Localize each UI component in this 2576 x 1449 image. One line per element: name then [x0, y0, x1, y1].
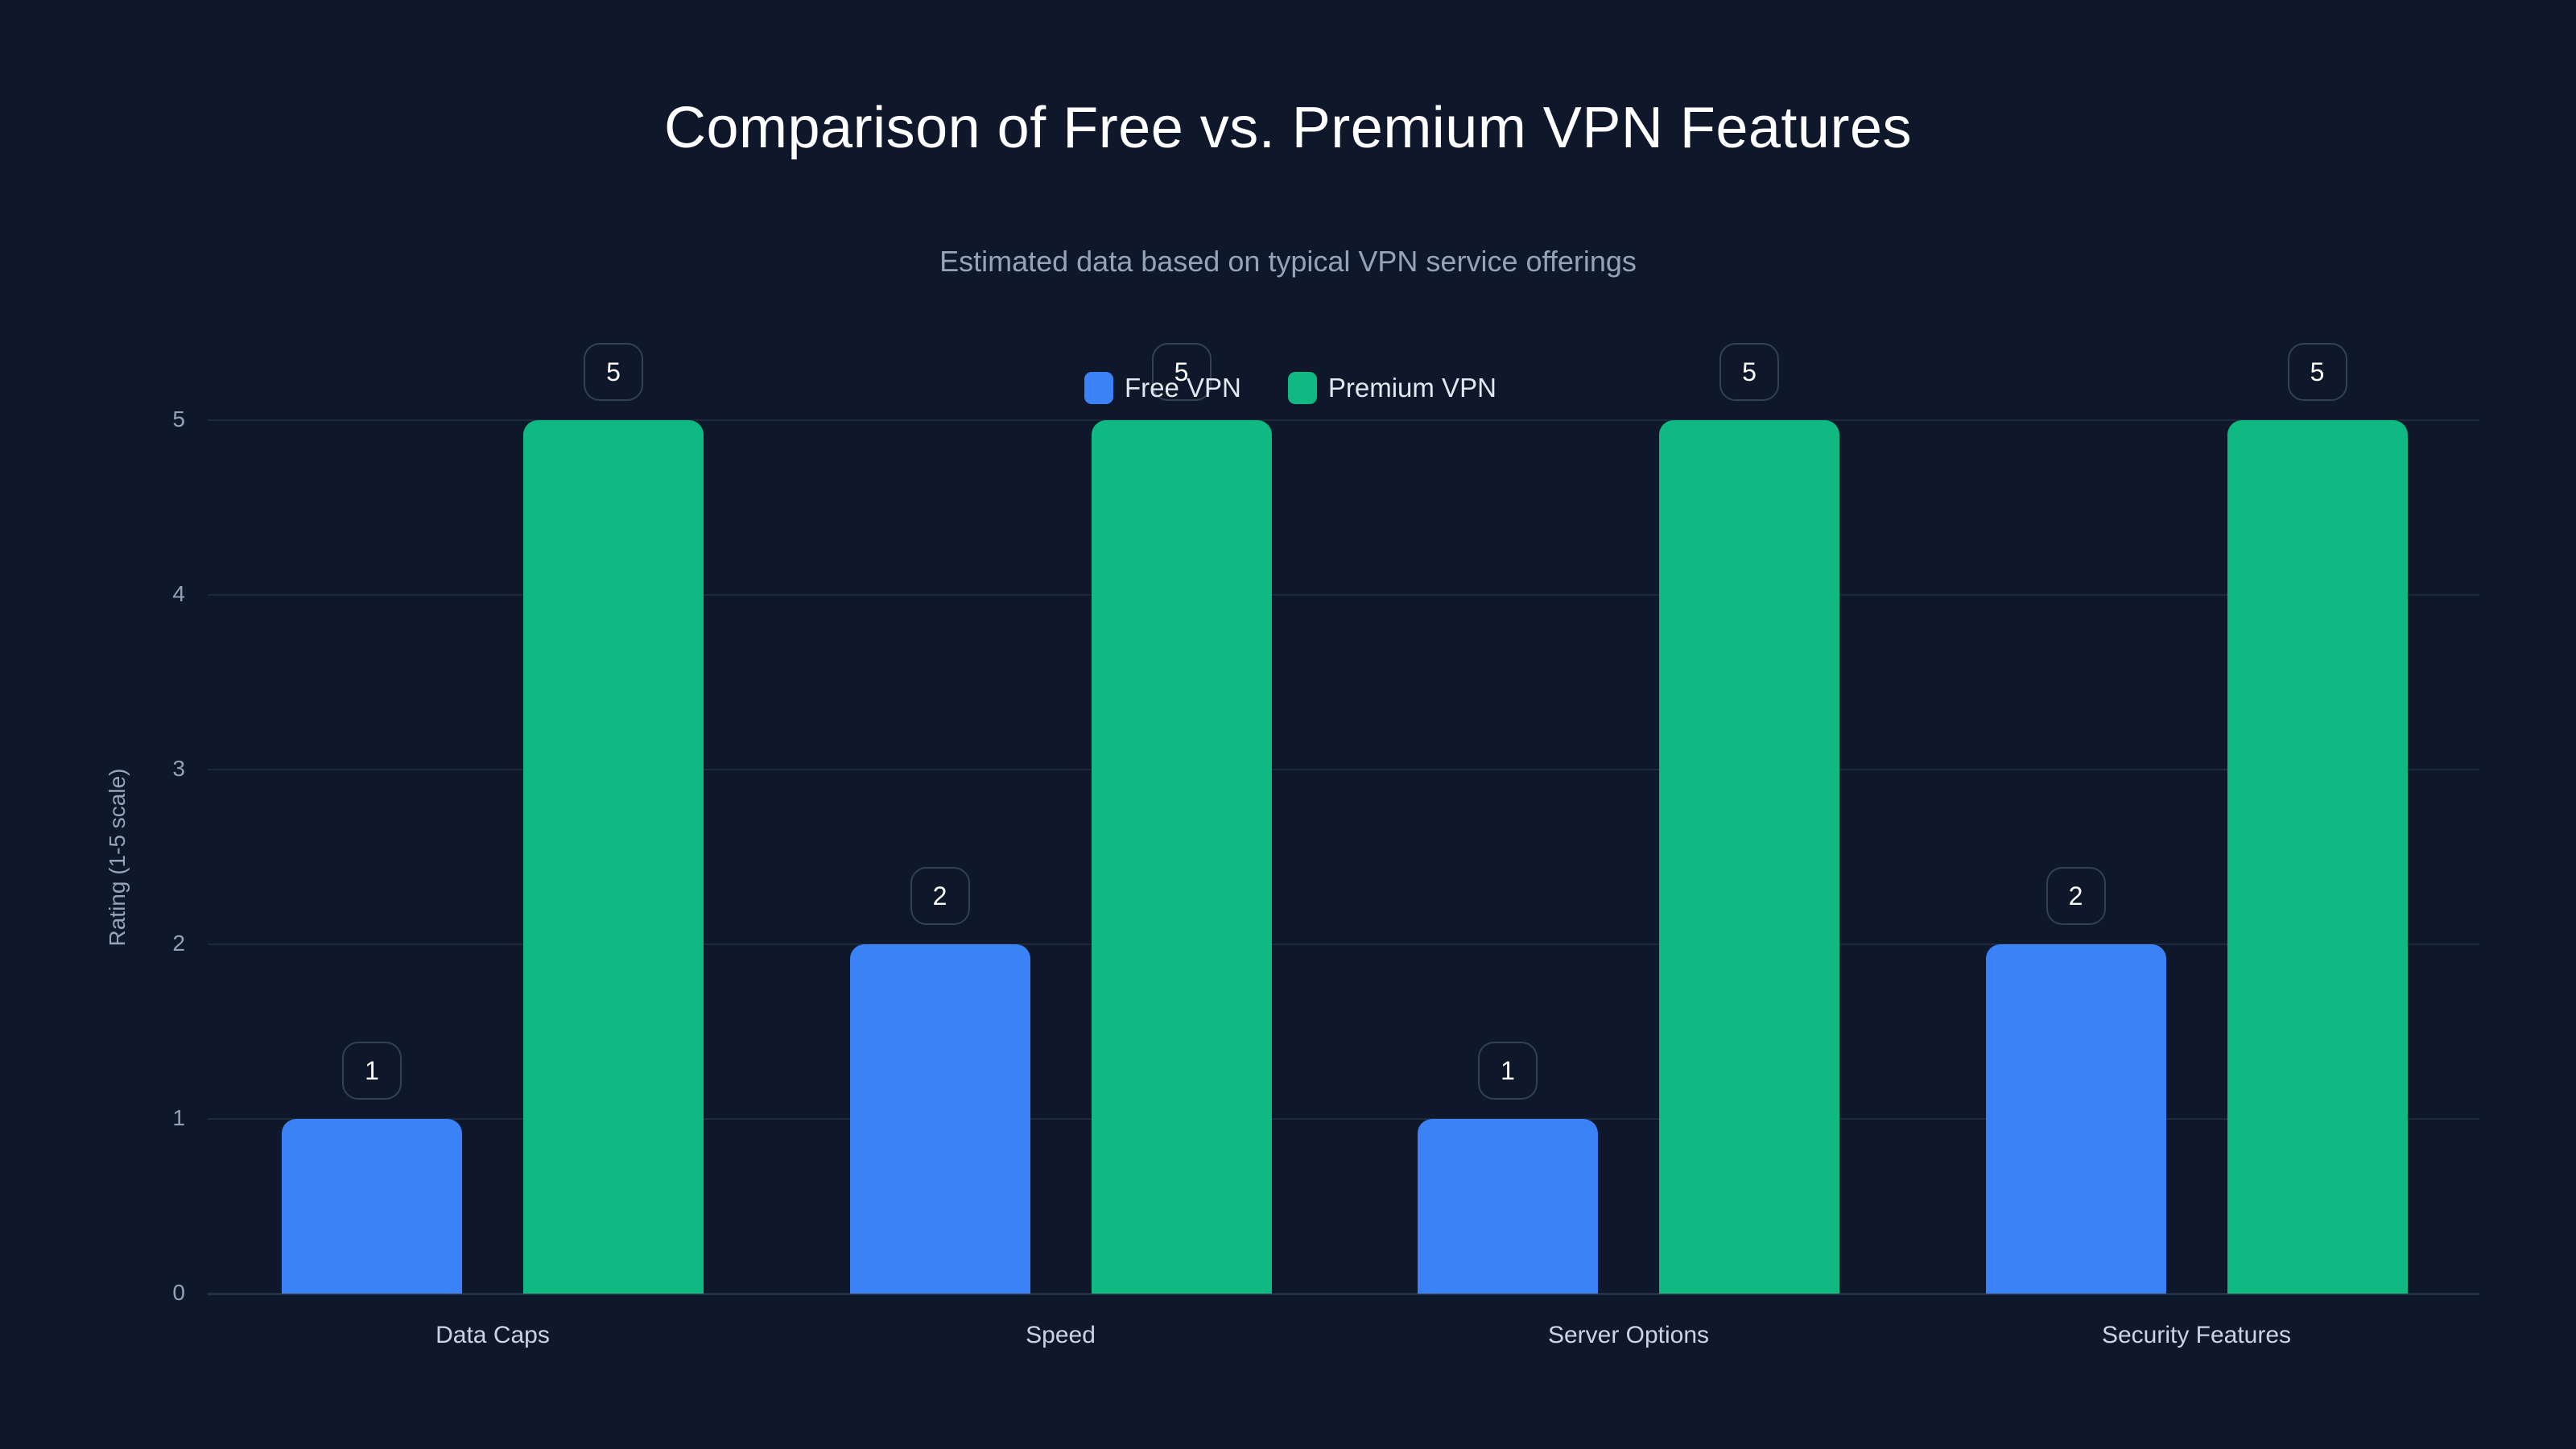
data-label: 5 — [1719, 343, 1779, 401]
chart-subtitle: Estimated data based on typical VPN serv… — [939, 245, 1637, 278]
y-axis-label: Rating (1-5 scale) — [105, 768, 130, 947]
gridline — [208, 419, 2479, 421]
y-tick-label: 5 — [172, 407, 185, 431]
gridline — [208, 943, 2479, 945]
bar-premium-vpn-server-options[interactable] — [1659, 420, 1839, 1294]
legend-label: Free VPN — [1125, 373, 1241, 402]
data-label: 5 — [584, 343, 643, 401]
legend-item-free-vpn[interactable]: Free VPN — [1084, 372, 1241, 404]
y-tick-label: 3 — [172, 756, 185, 781]
y-tick-label: 4 — [172, 581, 185, 606]
gridline — [208, 1118, 2479, 1120]
data-label: 5 — [1151, 343, 1212, 401]
x-tick-label: Security Features — [2101, 1322, 2292, 1348]
gridline — [208, 594, 2479, 596]
bar-free-vpn-speed[interactable] — [849, 944, 1030, 1294]
data-label: 2 — [2046, 867, 2106, 925]
y-tick-label: 1 — [172, 1105, 185, 1130]
bar-premium-vpn-security-features[interactable] — [2227, 420, 2408, 1294]
legend-swatch-free-icon — [1084, 372, 1113, 404]
y-tick-label: 0 — [172, 1280, 185, 1305]
legend-item-premium-vpn[interactable]: Premium VPN — [1287, 372, 1496, 404]
data-label: 1 — [342, 1042, 402, 1100]
bar-free-vpn-data-caps[interactable] — [282, 1119, 462, 1294]
legend: Free VPN Premium VPN — [1084, 372, 1543, 404]
gridline — [208, 769, 2479, 770]
y-tick-label: 2 — [172, 931, 185, 956]
bar-premium-vpn-data-caps[interactable] — [523, 420, 704, 1294]
data-label: 1 — [1478, 1042, 1538, 1100]
x-tick-label: Speed — [1026, 1322, 1096, 1348]
legend-label: Premium VPN — [1327, 373, 1496, 402]
data-label: 2 — [910, 867, 970, 925]
legend-swatch-premium-icon — [1287, 372, 1317, 404]
bar-premium-vpn-speed[interactable] — [1091, 420, 1272, 1294]
chart-title: Comparison of Free vs. Premium VPN Featu… — [664, 96, 1912, 160]
x-tick-label: Data Caps — [436, 1322, 550, 1348]
gridline — [208, 1293, 2479, 1295]
bar-free-vpn-server-options[interactable] — [1418, 1119, 1598, 1294]
bar-free-vpn-security-features[interactable] — [1985, 944, 2166, 1294]
x-tick-label: Server Options — [1547, 1322, 1710, 1348]
data-label: 5 — [2287, 343, 2347, 401]
plot-area: 1 5 Data Caps 2 5 Speed 1 5 Server Options 2 5 Secu… — [208, 0, 2479, 1449]
